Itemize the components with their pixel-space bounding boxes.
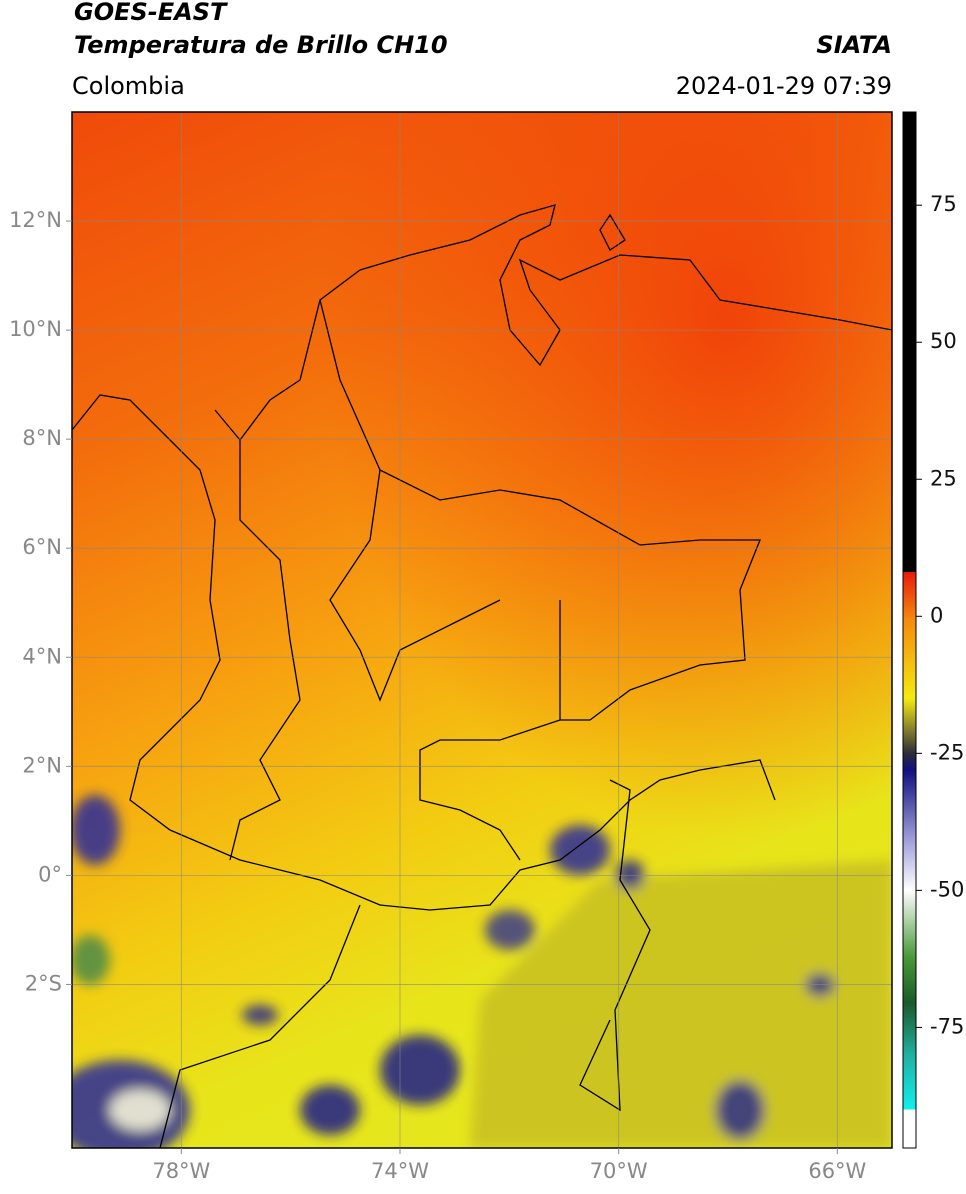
x-tick-label: 74°W [371,1159,429,1183]
y-tick-label: 10°N [9,317,62,341]
x-tick-label: 78°W [152,1159,210,1183]
colorbar-tick-label: -25 [930,740,964,764]
map-frame [71,111,893,1149]
source: SIATA [816,31,892,59]
grid [72,112,892,1148]
borders [72,204,892,1148]
y-tick-label: 4°N [22,644,62,668]
colorbar-tick-label: 75 [930,192,957,216]
colorbar-tick-label: 50 [930,329,957,353]
colorbar-tick-label: 25 [930,466,957,490]
colorbar-tick-label: -75 [930,1014,964,1038]
x-tick-label: 70°W [590,1159,648,1183]
y-tick-label: 6°N [22,535,62,559]
subtitle: Temperatura de Brillo CH10 [74,31,448,59]
colorbar-tick-label: -50 [930,877,964,901]
y-tick-label: 0° [38,862,62,886]
datetime: 2024-01-29 07:39 [676,72,892,100]
colorbar [902,111,917,1149]
colorbar-tick-label: 0 [930,603,943,627]
y-tick-label: 8°N [22,426,62,450]
y-tick-label: 2°N [22,753,62,777]
satellite-image [72,112,892,1148]
title: GOES-EAST [74,0,228,26]
region: Colombia [72,72,185,100]
x-tick-label: 66°W [808,1159,866,1183]
y-tick-label: 12°N [9,208,62,232]
y-tick-label: 2°S [25,971,62,995]
